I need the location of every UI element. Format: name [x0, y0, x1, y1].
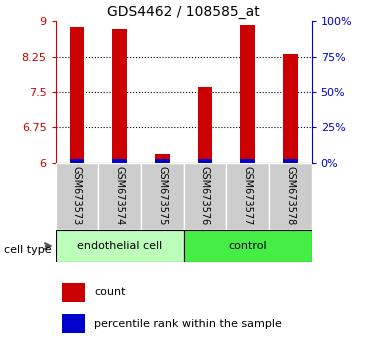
Text: percentile rank within the sample: percentile rank within the sample [95, 319, 282, 329]
Bar [112, 159, 127, 163]
Bar [240, 24, 255, 163]
Bar [62, 314, 85, 333]
Bar [141, 163, 184, 230]
Text: endothelial cell: endothelial cell [77, 241, 162, 251]
Text: GSM673577: GSM673577 [243, 166, 253, 225]
Bar [184, 163, 226, 230]
Text: GSM673576: GSM673576 [200, 166, 210, 225]
Bar [184, 230, 312, 262]
Bar [69, 27, 85, 163]
Text: GSM673575: GSM673575 [157, 166, 167, 225]
Bar [155, 159, 170, 163]
Bar [62, 283, 85, 302]
Bar [155, 154, 170, 163]
Bar [197, 87, 213, 163]
Bar [69, 159, 85, 163]
Text: cell type: cell type [4, 245, 51, 255]
Text: GSM673574: GSM673574 [115, 166, 125, 225]
Text: count: count [95, 287, 126, 297]
Bar [112, 29, 127, 163]
Title: GDS4462 / 108585_at: GDS4462 / 108585_at [107, 5, 260, 19]
Bar [226, 163, 269, 230]
Bar [283, 54, 298, 163]
Bar [240, 159, 255, 163]
Text: control: control [228, 241, 267, 251]
Text: GSM673573: GSM673573 [72, 166, 82, 225]
Bar [283, 159, 298, 163]
Bar [98, 163, 141, 230]
Bar [56, 163, 98, 230]
Bar [197, 159, 213, 163]
Text: GSM673578: GSM673578 [285, 166, 295, 225]
Bar [269, 163, 312, 230]
Bar [56, 230, 184, 262]
